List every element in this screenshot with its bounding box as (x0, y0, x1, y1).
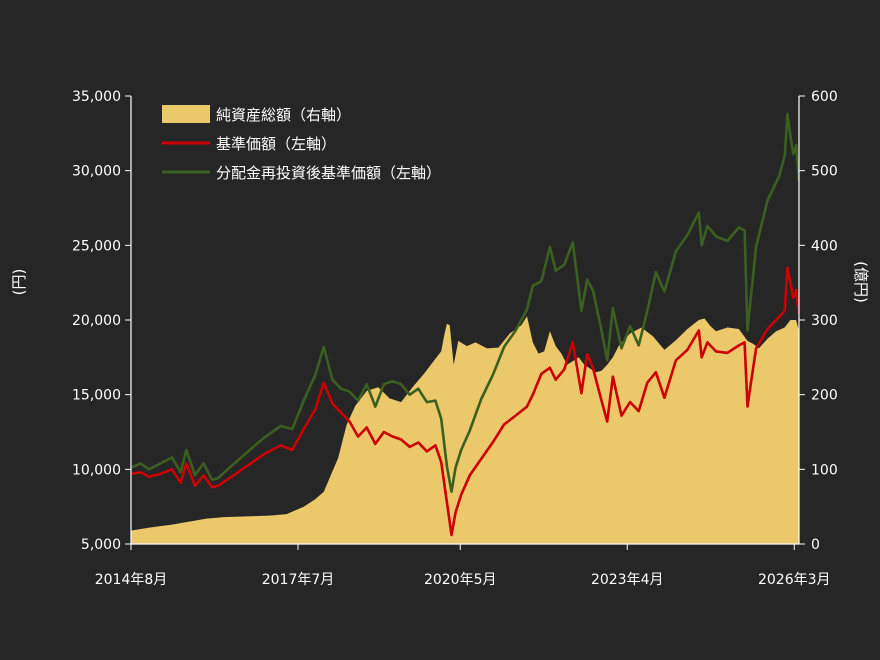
legend-label-aum: 純資産総額（右軸） (216, 106, 351, 124)
y-left-tick-label: 20,000 (72, 313, 121, 329)
x-tick-label: 2026年3月 (758, 572, 831, 588)
legend-label-nav: 基準価額（左軸） (216, 135, 336, 153)
y-right-tick-label: 0 (811, 537, 820, 553)
y-right-tick-label: 300 (811, 313, 838, 329)
x-tick-label: 2014年8月 (95, 572, 168, 588)
aum-area-layer (131, 316, 799, 544)
y-right-tick-label: 500 (811, 164, 838, 180)
y-left-tick-label: 30,000 (72, 164, 121, 180)
nav-line (131, 266, 799, 537)
nav-line-layer (131, 112, 799, 537)
reinvested-nav-line (131, 112, 799, 493)
y-left-tick-label: 35,000 (72, 89, 121, 105)
y-right-tick-label: 600 (811, 89, 838, 105)
y-right-tick-label: 100 (811, 462, 838, 478)
y-left-tick-label: 15,000 (72, 388, 121, 404)
legend-label-reinvested: 分配金再投資後基準価額（左軸） (216, 164, 441, 182)
y-axis-left-title: (円) (10, 269, 28, 296)
aum-area (131, 316, 799, 544)
legend-swatch-aum (162, 105, 210, 123)
y-left-tick-label: 25,000 (72, 238, 121, 254)
x-tick-label: 2023年4月 (591, 572, 664, 588)
x-tick-label: 2020年5月 (424, 572, 497, 588)
x-tick-label: 2017年7月 (262, 572, 335, 588)
y-left-tick-label: 5,000 (81, 537, 121, 553)
y-right-tick-label: 400 (811, 238, 838, 254)
axis-layer: 5,000 10,000 15,000 20,000 25,000 30,000 35,00… (72, 89, 838, 588)
y-axis-right-title: (億円) (852, 261, 870, 303)
legend: 純資産総額（右軸） 基準価額（左軸） 分配金再投資後基準価額（左軸） (162, 105, 441, 182)
y-left-tick-label: 10,000 (72, 462, 121, 478)
y-right-tick-label: 200 (811, 388, 838, 404)
